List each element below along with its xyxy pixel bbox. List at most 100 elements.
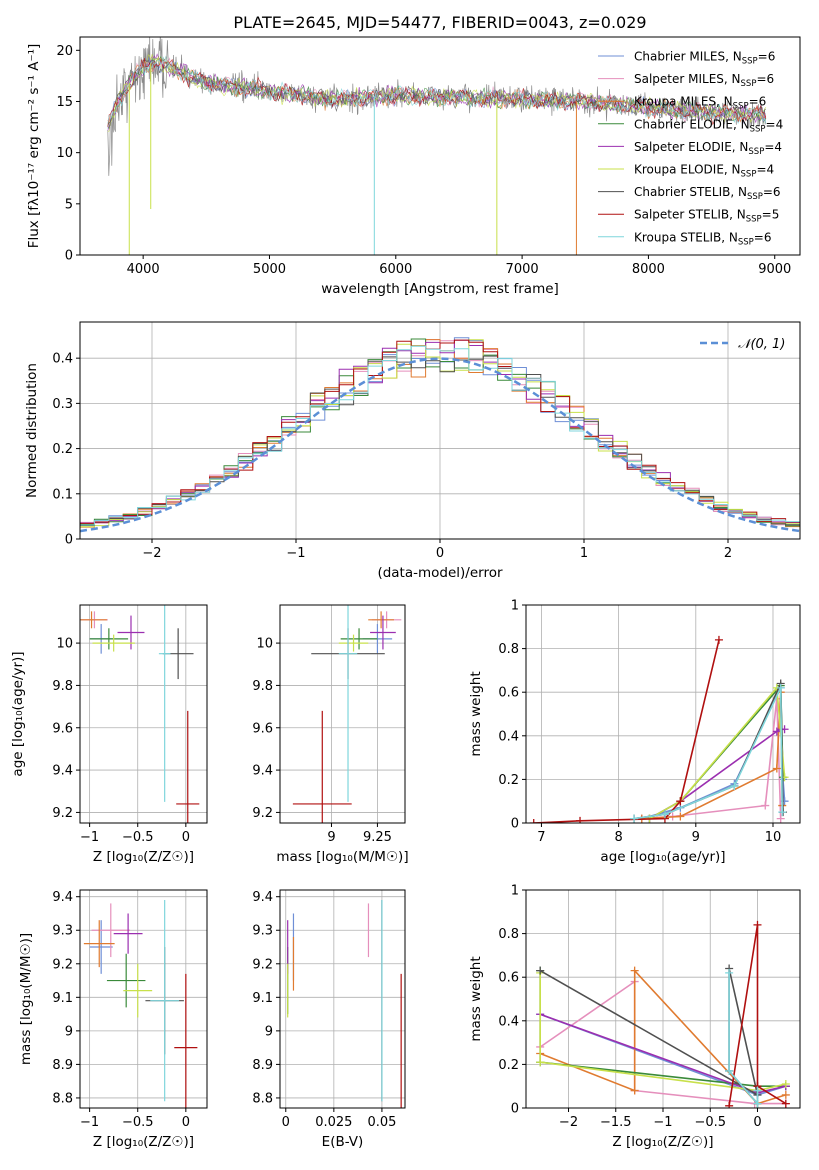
y-tick-label: 0.6	[498, 971, 519, 986]
x-tick-label: 8	[614, 830, 622, 845]
y-tick-label: 0.6	[498, 686, 519, 701]
x-tick-label: −0.5	[122, 830, 154, 845]
model-spectrum-line	[107, 55, 767, 124]
y-axis-label: mass weight	[468, 956, 484, 1041]
axes-frame	[79, 36, 801, 256]
plot-area	[536, 920, 790, 1108]
x-tick-label: 0	[182, 1115, 190, 1130]
model-spectrum-line	[107, 54, 767, 132]
legend-subscript: SSP	[746, 215, 762, 225]
point-marker	[781, 1090, 790, 1099]
y-tick-label: 1	[511, 884, 519, 899]
point-marker	[776, 814, 785, 823]
point-marker	[781, 1099, 790, 1108]
point-marker	[536, 966, 545, 975]
x-tick-label: 7000	[506, 262, 539, 277]
legend-subscript: SSP	[741, 170, 757, 180]
legend-value: =4	[764, 140, 782, 154]
x-axis-label: Z [log₁₀(Z/Z☉)]	[93, 1134, 194, 1150]
panel-spectrum: 4000 5000 6000 7000 8000 9000 0 5 10 15 20 waveleng…	[26, 36, 801, 297]
y-tick-label: 9.6	[52, 721, 73, 736]
y-tick-label: 0.8	[498, 927, 519, 942]
y-tick-label: 10	[56, 146, 73, 161]
x-tick-label: 7	[537, 830, 545, 845]
y-tick-label: 20	[56, 44, 73, 59]
y-tick-label: 9.3	[252, 924, 273, 939]
series-line	[728, 972, 759, 1106]
x-tick-label: 9000	[758, 262, 791, 277]
x-tick-label: −1.5	[600, 1115, 632, 1130]
x-tick-label: −1	[653, 1115, 672, 1130]
y-tick-label: 5	[65, 197, 73, 212]
y-axis-label: mass weight	[468, 671, 484, 756]
x-tick-label: 0	[436, 546, 444, 561]
y-tick-label: 9.4	[52, 764, 73, 779]
x-tick-label: −2	[559, 1115, 578, 1130]
y-tick-label: 9.4	[252, 890, 273, 905]
y-tick-label: 0	[65, 533, 73, 548]
plot-area	[80, 605, 200, 823]
y-tick-label: 9.8	[52, 679, 73, 694]
y-tick-label: 9.2	[52, 957, 73, 972]
plot-area	[292, 605, 402, 823]
point-marker	[753, 1099, 762, 1108]
point-marker	[630, 1086, 639, 1095]
y-tick-label: 10	[56, 637, 73, 652]
point-marker	[714, 635, 723, 644]
x-axis-label: mass [log₁₀(M/M☉)]	[276, 849, 408, 865]
y-axis-label: Normed distribution	[24, 363, 40, 498]
point-marker	[676, 797, 685, 806]
legend-value: =6	[756, 72, 774, 86]
legend-value: =6	[749, 95, 767, 109]
y-tick-label: 9.8	[252, 679, 273, 694]
x-tick-label: 4000	[127, 262, 160, 277]
series-line	[633, 683, 784, 820]
x-tick-label: 5000	[253, 262, 286, 277]
y-tick-label: 0.2	[52, 442, 73, 457]
y-tick-label: 8.8	[252, 1091, 273, 1106]
y-tick-label: 0.2	[498, 1058, 519, 1073]
legend-label: Chabrier ELODIE, NSSP=4	[634, 117, 783, 134]
panel-weight-age: 7 8 9 10 0 0.2 0.4 0.6 0.8 1 age [log₁₀(age/yr)] ma…	[468, 599, 801, 865]
x-tick-label: −0.5	[122, 1115, 154, 1130]
y-tick-label: 0.1	[52, 487, 73, 502]
y-tick-label: 0.2	[498, 773, 519, 788]
point-marker	[725, 968, 734, 977]
x-tick-label: −0.5	[694, 1115, 726, 1130]
y-tick-label: 0.3	[52, 397, 73, 412]
x-tick-label: 0	[282, 1115, 290, 1130]
x-axis-label: E(B-V)	[322, 1134, 364, 1150]
x-tick-label: 0	[753, 1115, 761, 1130]
legend-value: =6	[754, 230, 772, 244]
y-tick-label: 9.1	[252, 991, 273, 1006]
legend-label: Chabrier MILES, NSSP=6	[634, 50, 775, 67]
panel-mass-EBV: 0 0.025 0.05 8.8 8.9 9 9.1 9.2 9.3 9.4 E(B-V)	[252, 889, 406, 1150]
y-tick-label: 0	[65, 249, 73, 264]
legend-label: Salpeter STELIB, NSSP=5	[634, 208, 779, 225]
point-marker	[776, 683, 785, 692]
point-marker	[676, 812, 685, 821]
y-tick-label: 9.6	[252, 721, 273, 736]
axes-frame	[279, 604, 406, 824]
x-axis-label: (data-model)/error	[377, 565, 503, 581]
series-line	[533, 639, 720, 823]
point-marker	[725, 1101, 734, 1108]
legend-value: =6	[758, 50, 776, 64]
point-marker	[630, 966, 639, 975]
y-tick-label: 0	[511, 817, 519, 832]
plot-area	[83, 900, 198, 1108]
model-spectrum-line	[107, 59, 767, 130]
panel-age-mass: 9 9.25 9.2 9.4 9.6 9.8 10 mass [log₁₀(M/M☉)]	[252, 604, 409, 865]
point-marker	[753, 920, 762, 929]
y-axis-label: Flux [fλ10⁻¹⁷ erg cm⁻² s⁻¹ A⁻¹]	[26, 44, 42, 249]
point-marker	[761, 801, 770, 810]
panel-age-Z: −1 −0.5 0 9.2 9.4 9.6 9.8 10 Z [log₁₀(Z/Z☉)] age …	[10, 604, 208, 865]
legend-label: Chabrier STELIB, NSSP=6	[634, 185, 781, 202]
y-axis-label: age [log₁₀(age/yr)]	[10, 651, 26, 776]
x-tick-label: 2	[724, 546, 732, 561]
legend-subscript: SSP	[748, 147, 764, 157]
legend-value: =6	[763, 185, 781, 199]
model-spectrum-line	[107, 55, 767, 126]
y-tick-label: 0	[511, 1102, 519, 1117]
